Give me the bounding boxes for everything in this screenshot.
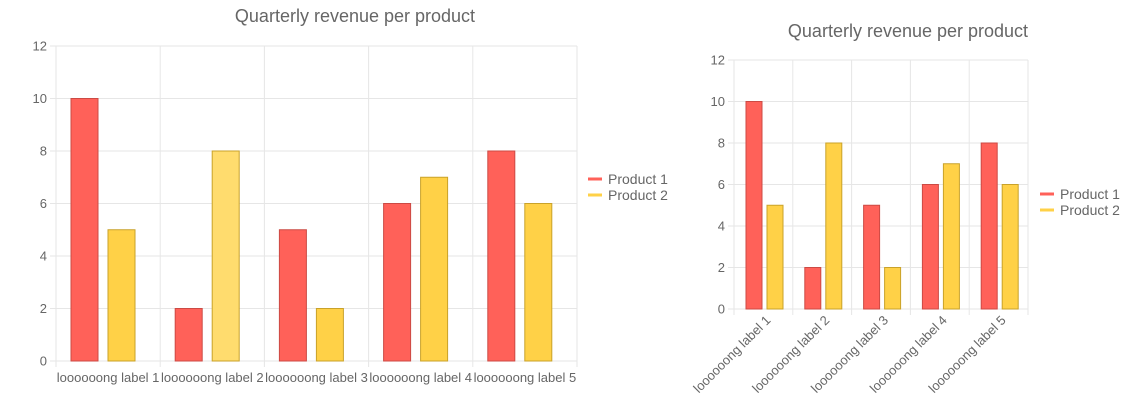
bar-1-5[interactable] <box>980 142 998 310</box>
bar-2-2[interactable] <box>211 150 240 362</box>
chart-1: Quarterly revenue per product 0 2 4 6 8 10 12 lo… <box>33 6 669 385</box>
y-tick-label: 8 <box>718 136 725 151</box>
bar-1-2[interactable] <box>174 308 203 362</box>
legend-label-1[interactable]: Product 1 <box>608 171 668 187</box>
bar-1-2[interactable] <box>804 267 822 310</box>
bar-2-5[interactable] <box>1001 184 1019 310</box>
bar-2-3[interactable] <box>884 267 902 310</box>
legend-label-2[interactable]: Product 2 <box>608 187 668 203</box>
legend-label-1[interactable]: Product 1 <box>1060 186 1120 202</box>
bar-1-1[interactable] <box>70 98 99 362</box>
y-tick-label: 12 <box>33 39 47 54</box>
x-tick-label: loooooong label 1 <box>57 370 160 385</box>
x-tick-label: loooooong label 4 <box>369 370 472 385</box>
x-tick-label: loooooong label 2 <box>161 370 264 385</box>
bar-2-2[interactable] <box>825 142 843 310</box>
bar-2-1[interactable] <box>107 229 136 362</box>
bar-1-3[interactable] <box>278 229 307 362</box>
bar-2-3[interactable] <box>315 308 344 362</box>
y-tick-label: 12 <box>711 53 725 68</box>
bar-1-4[interactable] <box>921 184 939 310</box>
y-tick-label: 6 <box>718 177 725 192</box>
y-tick-label: 4 <box>718 219 725 234</box>
y-tick-label: 10 <box>711 94 725 109</box>
x-tick-label: loooooong label 5 <box>474 370 577 385</box>
bar-2-4[interactable] <box>420 176 449 362</box>
y-tick-label: 0 <box>718 302 725 317</box>
chart-title: Quarterly revenue per product <box>235 6 475 26</box>
bar-1-4[interactable] <box>383 203 412 362</box>
chart-2: Quarterly revenue per product024681012lo… <box>690 21 1120 396</box>
x-tick-label: loooooong label 3 <box>265 370 368 385</box>
y-tick-label: 10 <box>33 91 47 106</box>
bar-1-3[interactable] <box>863 204 881 310</box>
y-tick-label: 8 <box>40 144 47 159</box>
chart-title: Quarterly revenue per product <box>788 21 1028 41</box>
legend-label-2[interactable]: Product 2 <box>1060 202 1120 218</box>
bar-2-4[interactable] <box>942 163 960 310</box>
bar-1-1[interactable] <box>745 101 763 310</box>
y-tick-label: 2 <box>718 260 725 275</box>
bar-2-1[interactable] <box>766 204 784 310</box>
y-tick-label: 0 <box>40 354 47 369</box>
y-tick-label: 6 <box>40 196 47 211</box>
bar-2-5[interactable] <box>524 203 553 362</box>
y-tick-label: 2 <box>40 301 47 316</box>
y-tick-label: 4 <box>40 249 47 264</box>
bar-1-5[interactable] <box>487 150 516 362</box>
